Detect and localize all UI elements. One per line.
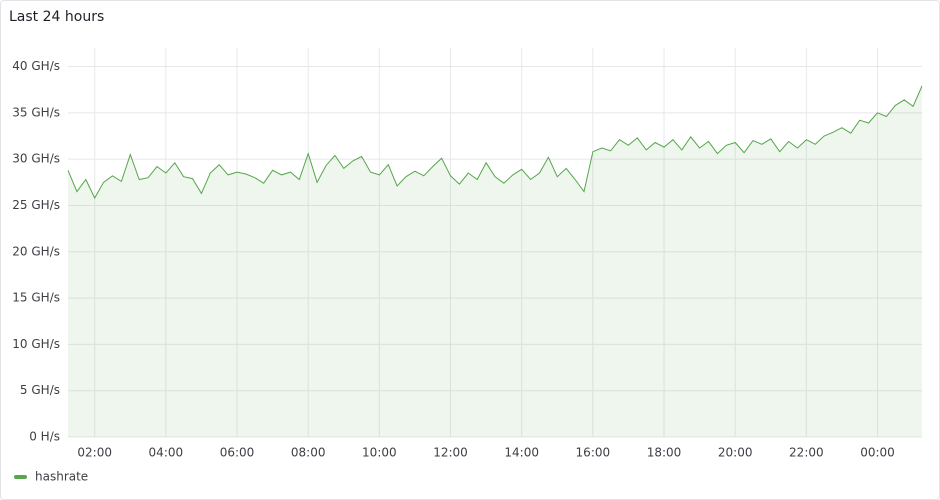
y-tick-label: 25 GH/s bbox=[12, 198, 60, 212]
panel-title: Last 24 hours bbox=[9, 9, 104, 25]
x-tick-label: 22:00 bbox=[789, 446, 824, 460]
y-tick-label: 15 GH/s bbox=[12, 291, 60, 305]
x-tick-label: 04:00 bbox=[149, 446, 184, 460]
x-tick-label: 08:00 bbox=[291, 446, 326, 460]
y-tick-label: 35 GH/s bbox=[12, 105, 60, 119]
x-tick-label: 14:00 bbox=[504, 446, 539, 460]
area bbox=[68, 86, 922, 437]
y-tick-label: 20 GH/s bbox=[12, 244, 60, 258]
y-tick-label: 0 H/s bbox=[29, 430, 60, 444]
y-tick-label: 40 GH/s bbox=[12, 59, 60, 73]
x-tick-label: 10:00 bbox=[362, 446, 397, 460]
x-tick-label: 12:00 bbox=[433, 446, 468, 460]
x-tick-label: 02:00 bbox=[77, 446, 112, 460]
line bbox=[67, 85, 923, 200]
x-tick-label: 00:00 bbox=[860, 446, 895, 460]
legend-swatch bbox=[14, 475, 27, 479]
x-tick-label: 06:00 bbox=[220, 446, 255, 460]
y-tick-label: 30 GH/s bbox=[12, 152, 60, 166]
y-tick-label: 5 GH/s bbox=[20, 383, 60, 397]
x-tick-label: 20:00 bbox=[718, 446, 753, 460]
x-tick-label: 16:00 bbox=[576, 446, 611, 460]
y-tick-label: 10 GH/s bbox=[12, 337, 60, 351]
x-tick-label: 18:00 bbox=[647, 446, 682, 460]
legend-label: hashrate bbox=[35, 470, 88, 484]
